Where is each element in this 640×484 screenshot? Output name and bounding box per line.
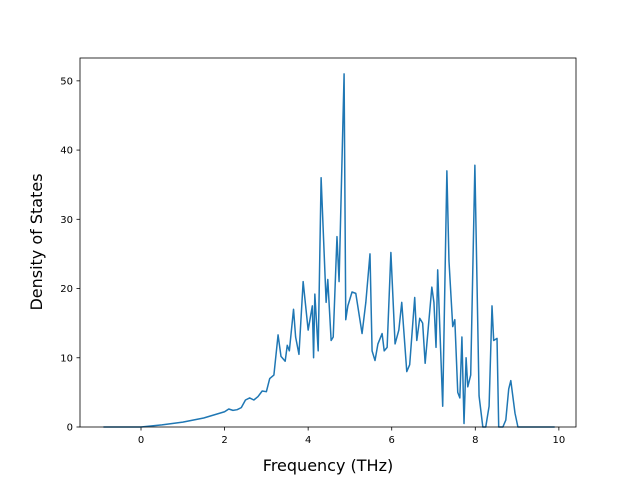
y-tick-label: 20	[60, 284, 73, 295]
plot-frame	[79, 57, 577, 428]
x-tick-label: 10	[553, 435, 566, 446]
x-tick-label: 0	[138, 435, 144, 446]
x-tick-label: 8	[472, 435, 478, 446]
y-tick-label: 30	[60, 215, 73, 226]
y-tick-label: 10	[60, 353, 73, 364]
y-tick-label: 40	[60, 146, 73, 157]
y-tick-label: 50	[60, 76, 73, 87]
line	[103, 73, 555, 428]
x-tick-label: 4	[305, 435, 311, 446]
y-axis-label: Density of States	[27, 173, 46, 310]
y-tick-label: 0	[67, 423, 73, 434]
x-tick-label: 2	[221, 435, 227, 446]
x-tick-label: 6	[389, 435, 395, 446]
x-axis-label: Frequency (THz)	[263, 456, 393, 475]
